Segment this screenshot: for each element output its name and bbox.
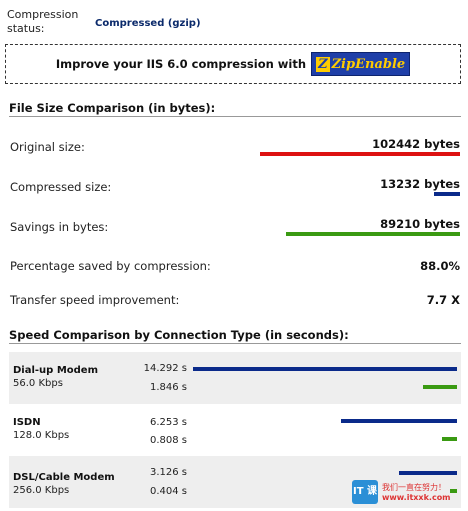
original-size-bar [260, 152, 460, 156]
original-time-bar [399, 471, 457, 475]
promo-text: Improve your IIS 6.0 compression with [55, 57, 307, 71]
original-size-label: Original size: [10, 140, 85, 154]
connection-name: Dial-up Modem [13, 365, 98, 376]
compression-status-label: Compression status: [7, 8, 79, 35]
savings-label: Savings in bytes: [10, 220, 109, 234]
savings-value: 89210 bytes [380, 217, 460, 231]
connection-isdn: ISDN 128.0 Kbps 6.253 s 0.808 s [9, 404, 461, 456]
speed-section-title: Speed Comparison by Connection Type (in … [9, 328, 461, 344]
savings-bar [286, 232, 460, 236]
connection-rate: 128.0 Kbps [13, 430, 70, 441]
compressed-size-label: Compressed size: [10, 180, 112, 194]
zipenable-logo[interactable]: Z ZipEnable [311, 52, 411, 76]
watermark-url: www.itxxk.com [382, 493, 451, 502]
original-time-bar [193, 367, 457, 371]
compressed-size-bar [434, 192, 460, 196]
compressed-time: 1.846 s [149, 382, 187, 393]
compressed-time: 0.404 s [149, 486, 187, 497]
zipenable-logo-text: ZipEnable [331, 56, 406, 72]
original-time-bar [341, 419, 457, 423]
percentage-saved-value: 88.0% [420, 259, 460, 273]
original-time: 3.126 s [149, 467, 187, 478]
connection-dialup: Dial-up Modem 56.0 Kbps 14.292 s 1.846 s [9, 352, 461, 404]
compressed-time: 0.808 s [149, 435, 187, 446]
percentage-saved-label: Percentage saved by compression: [10, 259, 211, 273]
connection-name: DSL/Cable Modem [13, 472, 115, 483]
connection-name: ISDN [13, 417, 41, 428]
compression-status-value: Compressed (gzip) [95, 18, 201, 29]
connection-rate: 256.0 Kbps [13, 485, 70, 496]
compressed-time-bar [423, 385, 457, 389]
speed-improvement-label: Transfer speed improvement: [10, 293, 180, 307]
compressed-time-bar [450, 489, 457, 493]
original-size-value: 102442 bytes [372, 137, 460, 151]
site-watermark: IT 课 我们一直在努力！ www.itxxk.com [352, 480, 462, 508]
compressed-time-bar [442, 437, 457, 441]
connection-dsl-cable: DSL/Cable Modem 256.0 Kbps 3.126 s 0.404… [9, 456, 461, 508]
connection-rate: 56.0 Kbps [13, 378, 63, 389]
itxxk-logo: IT 课 [352, 480, 378, 504]
original-time: 14.292 s [143, 363, 187, 374]
compressed-size-value: 13232 bytes [380, 177, 460, 191]
file-size-section-title: File Size Comparison (in bytes): [9, 101, 461, 117]
original-time: 6.253 s [149, 417, 187, 428]
watermark-slogan: 我们一直在努力！ [382, 483, 446, 492]
speed-improvement-value: 7.7 X [426, 293, 460, 307]
